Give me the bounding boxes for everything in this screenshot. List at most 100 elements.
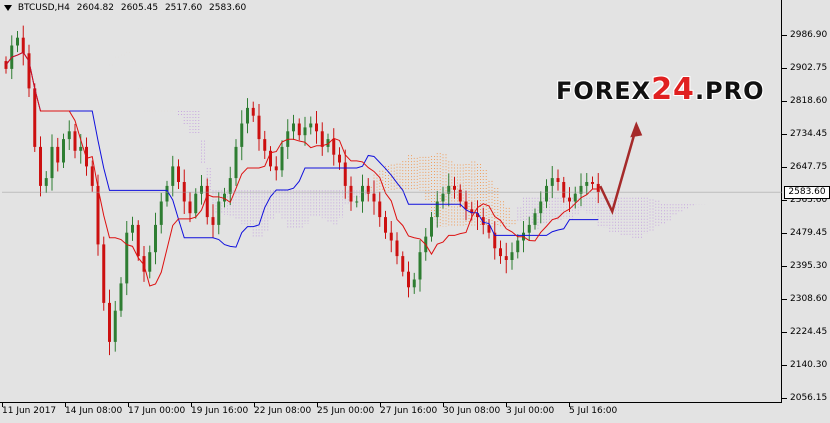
candle-body xyxy=(269,150,272,167)
candle-body xyxy=(504,256,508,260)
candle-body xyxy=(568,197,571,202)
candle-body xyxy=(27,53,31,89)
y-tick-mark xyxy=(782,101,787,102)
candle-body xyxy=(407,271,410,288)
candle-body xyxy=(389,232,393,241)
candle-body xyxy=(556,178,560,182)
candle-body xyxy=(378,201,382,218)
candle-body xyxy=(361,185,364,202)
candle-body xyxy=(280,146,284,171)
candle-body xyxy=(21,37,25,54)
candle-body xyxy=(470,209,474,214)
plot-area[interactable] xyxy=(0,0,782,403)
candle-body xyxy=(303,127,307,136)
candle-body xyxy=(493,232,497,249)
x-tick-label: 22 Jun 08:00 xyxy=(254,406,312,416)
x-tick-mark xyxy=(569,403,570,407)
y-tick-label: 2224.45 xyxy=(790,327,828,337)
candle-body xyxy=(79,146,83,151)
candle-body xyxy=(447,185,451,194)
candle-body xyxy=(73,131,77,151)
candle-body xyxy=(320,131,324,147)
candle-body xyxy=(464,201,468,210)
candle-body xyxy=(16,37,19,46)
x-tick-label: 14 Jun 08:00 xyxy=(65,406,123,416)
y-tick-mark xyxy=(782,167,787,168)
close-value: 2583.60 xyxy=(209,3,247,13)
y-tick-mark xyxy=(782,68,787,69)
tenkan-line xyxy=(5,51,599,287)
candle-body xyxy=(165,185,169,202)
y-tick-label: 2308.60 xyxy=(790,294,828,304)
candle-body xyxy=(90,166,94,186)
candle-body xyxy=(205,185,209,218)
candle-body xyxy=(349,185,353,202)
x-tick-mark xyxy=(191,403,192,407)
symbol-label: BTCUSD,H4 xyxy=(17,3,70,13)
y-tick-mark xyxy=(782,299,787,300)
candle-body xyxy=(591,181,594,184)
candle-body xyxy=(533,213,537,225)
candle-body xyxy=(297,123,301,136)
candle-body xyxy=(435,201,439,218)
candle-body xyxy=(234,146,238,179)
candle-body xyxy=(108,302,111,342)
candle-body xyxy=(384,217,387,233)
candle-body xyxy=(550,178,554,186)
candle-body xyxy=(516,240,520,253)
candle-body xyxy=(418,252,422,280)
candle-body xyxy=(487,224,491,233)
candle-body xyxy=(223,193,226,202)
x-tick-label: 30 Jun 08:00 xyxy=(443,406,501,416)
x-tick-mark xyxy=(443,403,444,407)
candle-body xyxy=(159,201,163,225)
x-tick-label: 25 Jun 00:00 xyxy=(317,406,375,416)
candle-body xyxy=(476,213,479,218)
candle-body xyxy=(96,185,100,245)
candle-body xyxy=(228,178,232,194)
candle-body xyxy=(562,181,566,198)
candle-body xyxy=(39,146,42,186)
x-tick-mark xyxy=(2,403,3,407)
logo-accent: 24 xyxy=(651,72,695,107)
y-tick-mark xyxy=(782,200,787,201)
candle-body xyxy=(119,283,123,311)
candle-body xyxy=(148,252,152,272)
candle-body xyxy=(240,123,244,147)
open-value: 2604.82 xyxy=(76,3,114,13)
candle-body xyxy=(453,185,456,190)
candle-body xyxy=(545,185,548,202)
x-tick-label: 3 Jul 00:00 xyxy=(506,406,555,416)
candle-body xyxy=(579,185,583,194)
y-tick-label: 2479.45 xyxy=(790,228,828,238)
candle-body xyxy=(292,123,295,132)
candle-body xyxy=(338,154,341,163)
candle-body xyxy=(343,162,347,186)
candle-body xyxy=(50,146,54,179)
x-tick-label: 19 Jun 16:00 xyxy=(191,406,249,416)
candle-body xyxy=(510,252,514,260)
candle-body xyxy=(136,224,140,257)
y-tick-label: 2902.75 xyxy=(790,63,828,73)
candle-body xyxy=(251,107,255,116)
forecast-arrow-path xyxy=(599,127,638,216)
x-tick-mark xyxy=(380,403,381,407)
candle-body xyxy=(182,181,186,202)
candle-body xyxy=(200,185,203,194)
candle-body xyxy=(332,139,336,155)
candle-body xyxy=(372,193,376,202)
chart-header: BTCUSD,H4 2604.82 2605.45 2517.60 2583.6… xyxy=(4,3,250,13)
candle-body xyxy=(573,193,577,202)
y-tick-mark xyxy=(782,365,787,366)
candle-body xyxy=(142,256,146,272)
candle-body xyxy=(125,232,129,284)
candle-body xyxy=(412,279,416,288)
x-tick-mark xyxy=(317,403,318,407)
forecast-arrow-head xyxy=(630,121,643,138)
low-value: 2517.60 xyxy=(164,3,203,13)
candle-body xyxy=(539,201,543,214)
candle-body xyxy=(355,201,359,203)
y-tick-label: 2563.60 xyxy=(790,195,828,205)
